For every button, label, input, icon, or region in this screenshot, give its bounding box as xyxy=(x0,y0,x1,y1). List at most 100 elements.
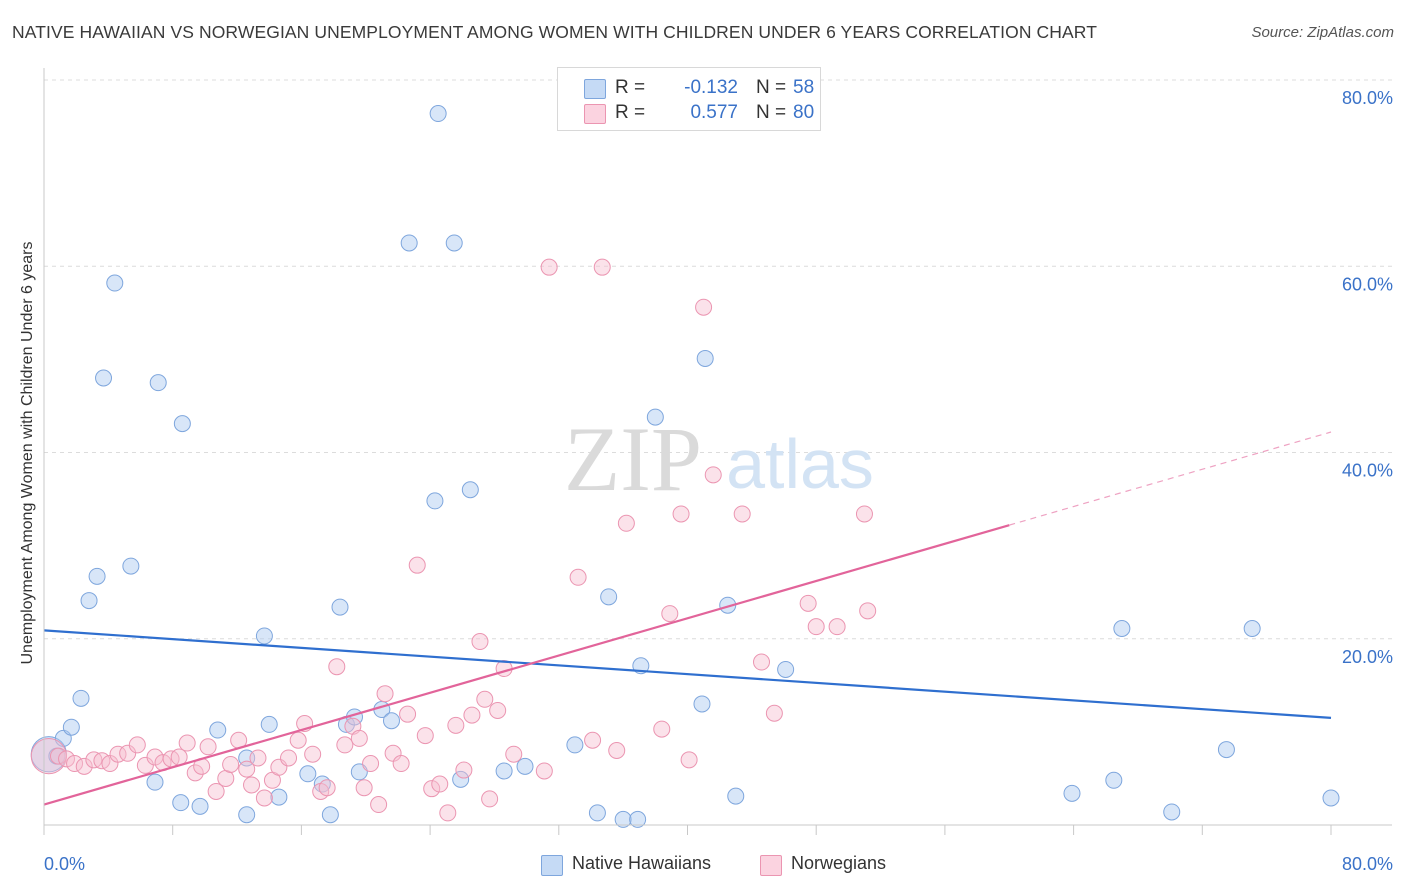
data-point xyxy=(399,705,417,723)
data-point xyxy=(336,736,354,754)
bottom-legend-swatch-blue xyxy=(541,855,563,876)
data-point xyxy=(376,685,394,703)
data-point xyxy=(516,757,534,775)
data-point xyxy=(614,810,632,828)
legend-n-label: N = xyxy=(756,77,787,98)
data-point xyxy=(855,505,873,523)
data-point xyxy=(495,762,513,780)
data-point xyxy=(617,514,635,532)
source-label: Source: ZipAtlas.com xyxy=(1251,24,1394,41)
data-points xyxy=(30,105,1340,828)
data-point xyxy=(481,790,499,808)
data-point xyxy=(62,718,80,736)
legend-r-label: R = xyxy=(615,102,646,123)
trend-line-norwegians-extension xyxy=(1009,431,1332,526)
data-point xyxy=(588,804,606,822)
data-point xyxy=(727,787,745,805)
y-tick-label: 20.0% xyxy=(1342,647,1393,667)
data-point xyxy=(400,234,418,252)
legend-n-value: 58 xyxy=(793,77,815,98)
data-point xyxy=(172,794,190,812)
data-point xyxy=(653,720,671,738)
data-point xyxy=(807,618,825,636)
y-tick-label: 40.0% xyxy=(1342,461,1393,481)
data-point xyxy=(58,750,76,768)
data-point xyxy=(75,757,93,775)
data-point xyxy=(471,633,489,651)
data-point xyxy=(859,602,877,620)
watermark-zip: ZIP xyxy=(564,408,702,510)
data-point xyxy=(426,492,444,510)
data-point xyxy=(680,751,698,769)
data-point xyxy=(646,408,664,426)
legend-r-label: R = xyxy=(615,77,646,98)
data-point xyxy=(765,704,783,722)
data-point xyxy=(72,689,90,707)
data-point xyxy=(463,706,481,724)
data-point xyxy=(255,627,273,645)
data-point xyxy=(355,779,373,797)
data-point xyxy=(733,505,751,523)
data-point xyxy=(119,744,137,762)
data-point xyxy=(178,734,196,752)
legend-n-value: 80 xyxy=(793,102,815,123)
data-point xyxy=(408,556,426,574)
trend-line-native-hawaiians xyxy=(43,629,1332,720)
tick-labels: 20.0% 40.0% 60.0% 80.0% 0.0% 80.0% xyxy=(44,88,1393,874)
data-point xyxy=(461,481,479,499)
legend-r-value: -0.132 xyxy=(684,77,738,98)
data-point xyxy=(704,466,722,484)
data-point xyxy=(505,745,523,763)
data-point xyxy=(1063,784,1081,802)
data-point xyxy=(199,738,217,756)
y-tick-label: 80.0% xyxy=(1342,88,1393,108)
data-point xyxy=(489,701,507,719)
data-point xyxy=(566,736,584,754)
data-point xyxy=(106,274,124,292)
data-point xyxy=(170,748,188,766)
data-point xyxy=(122,557,140,575)
legend-swatch-pink xyxy=(584,104,606,124)
data-point xyxy=(569,568,587,586)
data-point xyxy=(318,779,336,797)
data-point xyxy=(80,592,98,610)
y-tick-label: 60.0% xyxy=(1342,274,1393,294)
data-point xyxy=(260,715,278,733)
data-point xyxy=(799,594,817,612)
data-point xyxy=(350,729,368,747)
data-point xyxy=(88,567,106,585)
data-point xyxy=(186,764,204,782)
data-point xyxy=(696,349,714,367)
data-point xyxy=(1243,620,1261,638)
data-point xyxy=(299,765,317,783)
watermark-atlas: atlas xyxy=(726,425,874,503)
bottom-legend-label: Native Hawaiians xyxy=(572,853,712,873)
chart-title: NATIVE HAWAIIAN VS NORWEGIAN UNEMPLOYMEN… xyxy=(12,22,1097,42)
data-point xyxy=(535,762,553,780)
data-point xyxy=(66,755,84,773)
data-point xyxy=(149,374,167,392)
data-point xyxy=(1322,789,1340,807)
series-native-hawaiians xyxy=(30,105,1340,828)
axes xyxy=(43,68,1392,835)
data-point xyxy=(593,258,611,276)
data-point xyxy=(191,797,209,815)
data-point xyxy=(95,369,113,387)
data-point xyxy=(584,731,602,749)
gridlines xyxy=(44,79,1392,640)
data-point xyxy=(382,712,400,730)
data-point xyxy=(629,810,647,828)
data-point xyxy=(1105,771,1123,789)
data-point xyxy=(439,804,457,822)
data-point xyxy=(455,761,473,779)
data-point xyxy=(243,776,261,794)
data-point xyxy=(136,756,154,774)
data-point xyxy=(1217,741,1235,759)
data-point xyxy=(452,770,470,788)
data-point xyxy=(672,505,690,523)
data-point xyxy=(1113,620,1131,638)
watermark: ZIP atlas xyxy=(564,408,874,510)
data-point xyxy=(328,658,346,676)
data-point xyxy=(362,755,380,773)
